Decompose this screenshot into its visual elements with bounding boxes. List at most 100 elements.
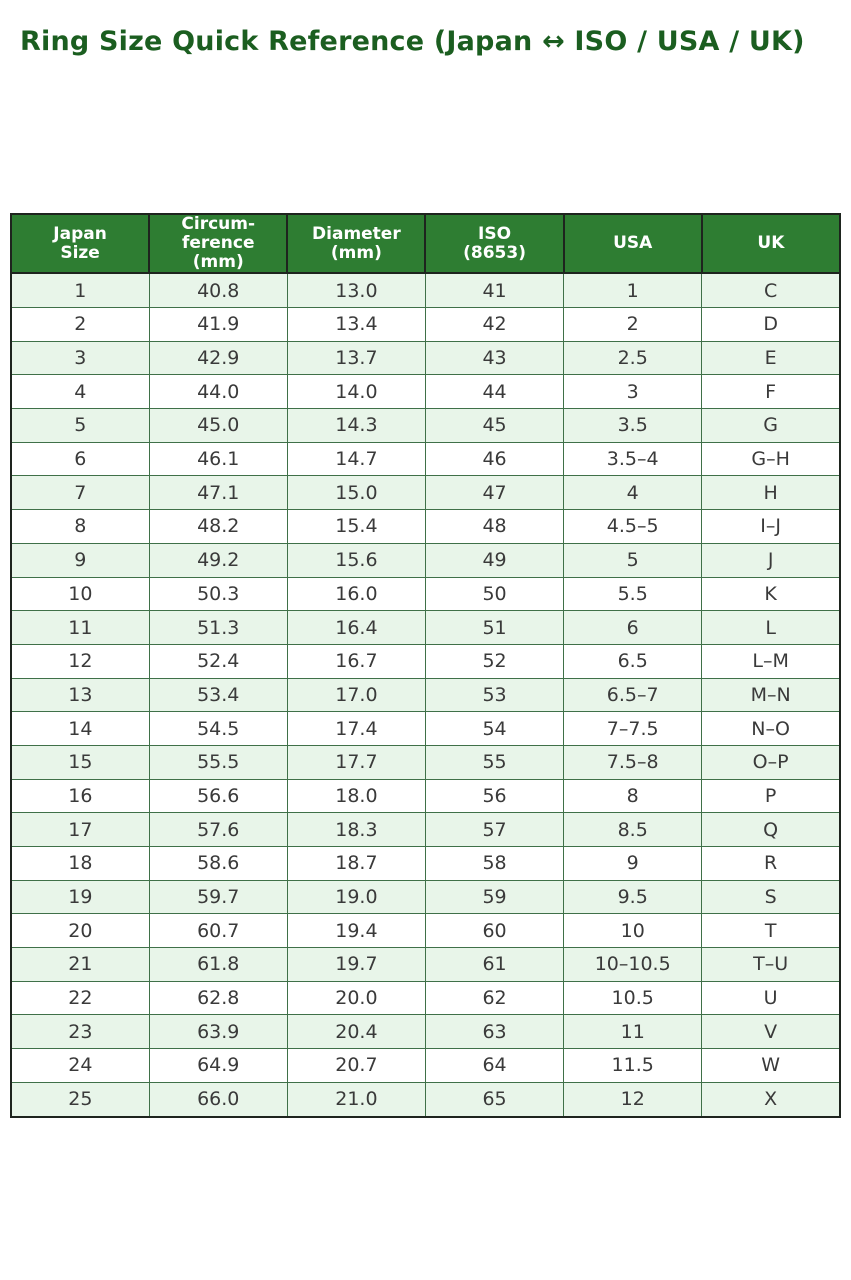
table-cell: 56.6 xyxy=(148,778,288,814)
table-cell: 57 xyxy=(424,812,565,848)
table-cell: 16 xyxy=(10,778,150,814)
table-cell: 42 xyxy=(424,307,565,342)
table-cell: 51 xyxy=(424,610,565,645)
table-cell: 54.5 xyxy=(148,711,288,746)
table-row: 20 60.7 19.4 60 10 T xyxy=(10,913,841,949)
table-cell: 45.0 xyxy=(148,408,288,443)
header-cell-japan-size: Japan Size xyxy=(9,212,151,275)
table-cell: 16.7 xyxy=(286,643,426,679)
table-cell: 59.7 xyxy=(148,879,288,915)
table-cell: 49.2 xyxy=(148,542,288,578)
table-cell: 16.4 xyxy=(286,610,426,645)
table-cell: 5 xyxy=(10,408,150,443)
table-cell: G–H xyxy=(701,441,841,477)
table-cell: 18 xyxy=(10,846,150,881)
table-row: 16 56.6 18.0 56 8 P xyxy=(10,778,841,814)
table-cell: 19.0 xyxy=(286,879,426,915)
table-cell: 5.5 xyxy=(563,576,703,612)
table-cell: H xyxy=(701,475,841,511)
table-cell: I–J xyxy=(701,509,841,544)
table-body: 1 40.8 13.0 41 1 C 2 41.9 13.4 42 2 D 3 42.9 13.7 43 2.5… xyxy=(10,272,841,1118)
header-cell-circumference: Circum- ference (mm) xyxy=(148,212,289,275)
table-row: 11 51.3 16.4 51 6 L xyxy=(10,610,841,645)
table-row: 13 53.4 17.0 53 6.5–7 M–N xyxy=(10,677,841,713)
table-row: 12 52.4 16.7 52 6.5 L–M xyxy=(10,643,841,679)
table-cell: 17 xyxy=(10,812,150,848)
page-title: Ring Size Quick Reference (Japan ↔ ISO /… xyxy=(20,26,805,58)
table-cell: 41.9 xyxy=(148,307,288,342)
table-cell: 49 xyxy=(424,542,565,578)
table-cell: 1 xyxy=(563,272,703,309)
table-cell: S xyxy=(701,879,841,915)
table-row: 9 49.2 15.6 49 5 J xyxy=(10,542,841,578)
table-cell: 13.4 xyxy=(286,307,426,342)
table-cell: 59 xyxy=(424,879,565,915)
table-cell: 11 xyxy=(563,1014,703,1050)
table-cell: 9.5 xyxy=(563,879,703,915)
table-cell: 18.7 xyxy=(286,846,426,881)
table-cell: 12 xyxy=(563,1081,703,1118)
table-cell: 64 xyxy=(424,1048,565,1083)
table-cell: 46 xyxy=(424,441,565,477)
header-cell-diameter: Diameter (mm) xyxy=(286,212,427,275)
table-cell: 6.5–7 xyxy=(563,677,703,713)
table-row: 6 46.1 14.7 46 3.5–4 G–H xyxy=(10,441,841,477)
table-row: 22 62.8 20.0 62 10.5 U xyxy=(10,980,841,1016)
table-cell: O–P xyxy=(701,744,841,780)
table-cell: 50.3 xyxy=(148,576,288,612)
table-cell: 13.7 xyxy=(286,340,426,376)
table-cell: 24 xyxy=(10,1048,150,1083)
table-cell: 3 xyxy=(10,340,150,376)
table-cell: 62 xyxy=(424,980,565,1016)
table-cell: 57.6 xyxy=(148,812,288,848)
table-cell: W xyxy=(701,1048,841,1083)
table-cell: 52.4 xyxy=(148,643,288,679)
table-row: 5 45.0 14.3 45 3.5 G xyxy=(10,408,841,443)
table-row: 24 64.9 20.7 64 11.5 W xyxy=(10,1048,841,1083)
table-row: 23 63.9 20.4 63 11 V xyxy=(10,1014,841,1050)
table-row: 14 54.5 17.4 54 7–7.5 N–O xyxy=(10,711,841,746)
table-cell: 48.2 xyxy=(148,509,288,544)
table-cell: 5 xyxy=(563,542,703,578)
table-cell: 42.9 xyxy=(148,340,288,376)
table-cell: 63 xyxy=(424,1014,565,1050)
table-cell: 10 xyxy=(563,913,703,949)
table-cell: 60 xyxy=(424,913,565,949)
table-cell: J xyxy=(701,542,841,578)
table-cell: K xyxy=(701,576,841,612)
table-cell: X xyxy=(701,1081,841,1118)
table-cell: 7–7.5 xyxy=(563,711,703,746)
table-cell: 55.5 xyxy=(148,744,288,780)
table-cell: 25 xyxy=(10,1081,150,1118)
table-cell: 15.0 xyxy=(286,475,426,511)
table-row: 18 58.6 18.7 58 9 R xyxy=(10,846,841,881)
table-row: 10 50.3 16.0 50 5.5 K xyxy=(10,576,841,612)
table-cell: 3 xyxy=(563,374,703,410)
table-row: 25 66.0 21.0 65 12 X xyxy=(10,1081,841,1118)
table-cell: 54 xyxy=(424,711,565,746)
table-cell: 4 xyxy=(10,374,150,410)
table-cell: 15.6 xyxy=(286,542,426,578)
table-cell: 20 xyxy=(10,913,150,949)
table-cell: 9 xyxy=(563,846,703,881)
table-cell: 53.4 xyxy=(148,677,288,713)
table-cell: 6.5 xyxy=(563,643,703,679)
table-row: 17 57.6 18.3 57 8.5 Q xyxy=(10,812,841,848)
table-cell: 48 xyxy=(424,509,565,544)
table-cell: 47 xyxy=(424,475,565,511)
table-cell: 14 xyxy=(10,711,150,746)
table-cell: 2 xyxy=(563,307,703,342)
table-cell: 22 xyxy=(10,980,150,1016)
table-row: 7 47.1 15.0 47 4 H xyxy=(10,475,841,511)
table-cell: 7 xyxy=(10,475,150,511)
table-cell: 19 xyxy=(10,879,150,915)
table-cell: 11 xyxy=(10,610,150,645)
table-row: 4 44.0 14.0 44 3 F xyxy=(10,374,841,410)
table-cell: 19.7 xyxy=(286,947,426,982)
table-row: 2 41.9 13.4 42 2 D xyxy=(10,307,841,342)
table-cell: 56 xyxy=(424,778,565,814)
table-cell: G xyxy=(701,408,841,443)
table-cell: 4 xyxy=(563,475,703,511)
table-cell: 58 xyxy=(424,846,565,881)
